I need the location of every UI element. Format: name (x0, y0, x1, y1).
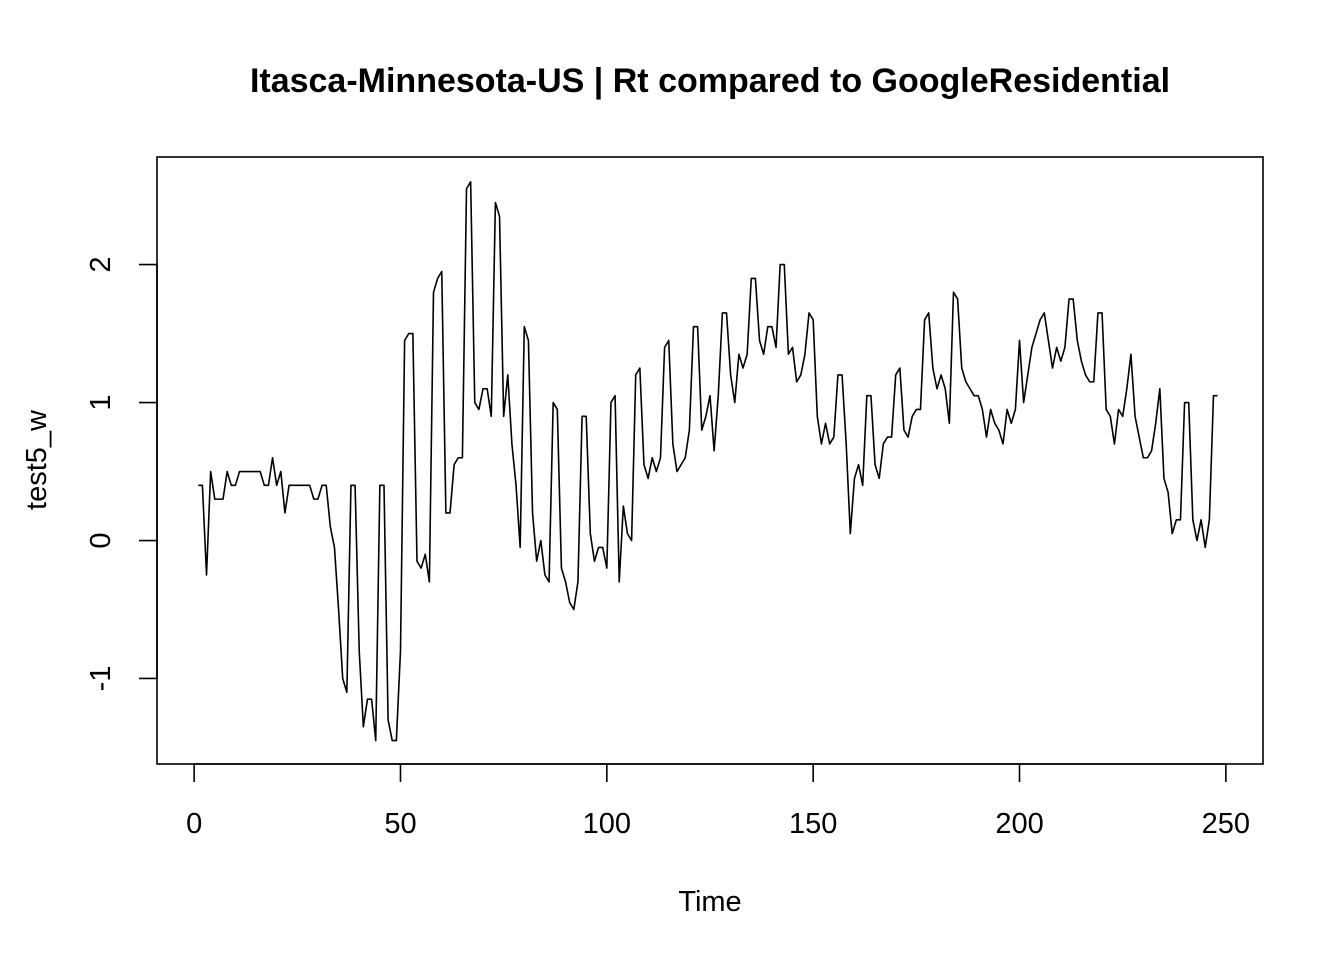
x-axis: 0 50 100 150 200 250 (186, 763, 1250, 840)
x-axis-label: Time (678, 886, 741, 918)
y-axis-label: test5_w (21, 409, 53, 510)
x-tick-label: 50 (384, 808, 416, 840)
x-tick-label: 150 (789, 808, 837, 840)
y-axis: -1 0 1 2 (85, 257, 158, 692)
x-tick-label: 200 (995, 808, 1043, 840)
y-tick-label: 1 (85, 394, 117, 410)
y-tick-label: 2 (85, 257, 117, 273)
y-tick-label: -1 (85, 666, 117, 692)
chart-title: Itasca-Minnesota-US | Rt compared to Goo… (250, 62, 1170, 100)
x-tick-label: 100 (583, 808, 631, 840)
series-line (198, 181, 1218, 742)
plot-frame (156, 156, 1264, 765)
x-tick-label: 0 (186, 808, 202, 840)
y-tick-label: 0 (85, 532, 117, 548)
x-tick-label: 250 (1202, 808, 1250, 840)
